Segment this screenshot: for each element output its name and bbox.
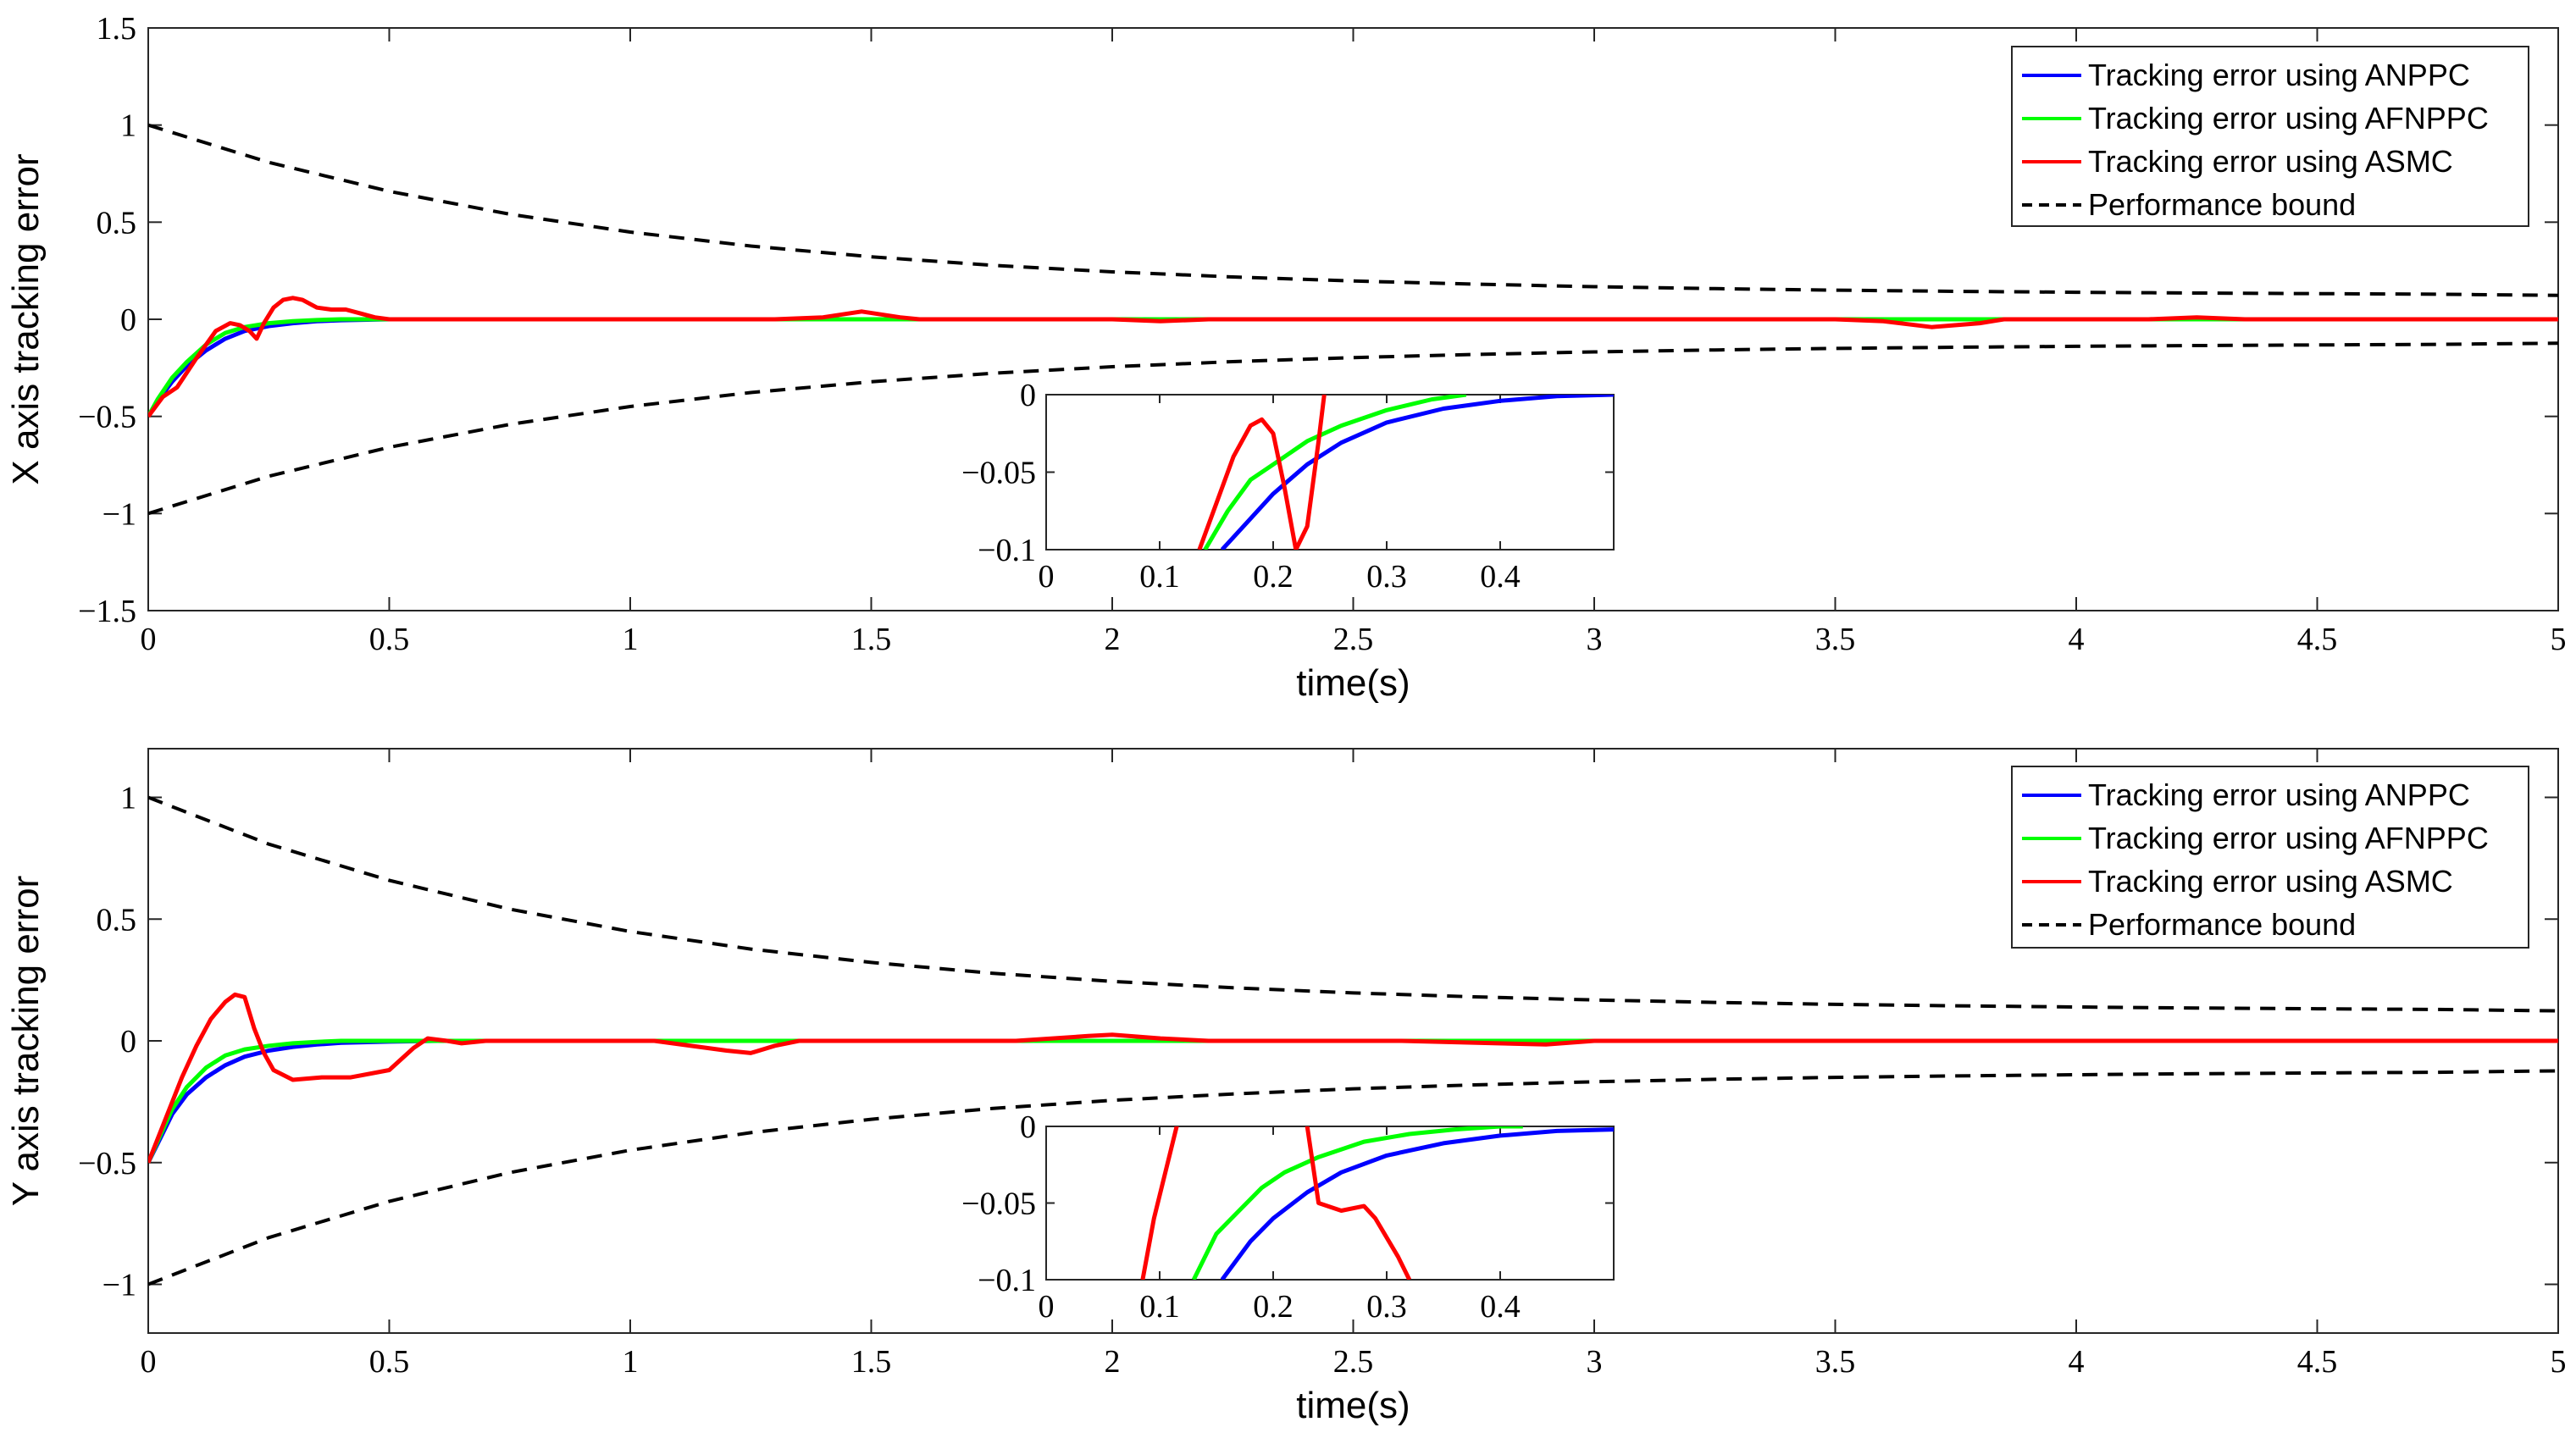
x-tick-label: 4.5: [2297, 622, 2338, 657]
inset-x-tick-label: 0.4: [1480, 559, 1521, 595]
x-tick-label: 1.5: [851, 1344, 892, 1380]
inset-series-line-anppc: [1220, 395, 1614, 550]
inset-plot-area: [1045, 1126, 1615, 1281]
legend-box: [2011, 766, 2529, 949]
legend-box: [2011, 46, 2529, 227]
y-tick-label: 1: [120, 108, 136, 144]
legend-label: Performance bound: [2088, 907, 2356, 942]
x-tick-label: 2.5: [1333, 622, 1374, 657]
inset-zoom: 0 0.1 0.2 0.3 0.4 −0.1 −0.05 0: [961, 1109, 1615, 1325]
y-tick-label: 0.5: [97, 902, 137, 938]
x-tick-label: 1: [623, 1344, 639, 1380]
x-axis-error-panel: 0 0.5 1 1.5 2 2.5 3 3.5 4 4.5 5 −1.5 −1 −0.5 0 0.5 1 1.5 t…: [5, 11, 2567, 704]
x-tick-label: 4: [2069, 1344, 2085, 1380]
y-tick-label: −1.5: [78, 594, 136, 629]
inset-x-tick-label: 0.2: [1253, 1289, 1294, 1325]
inset-zoom: 0 0.1 0.2 0.3 0.4 −0.1 −0.05 0: [961, 378, 1615, 595]
x-tick-label: 1.5: [851, 622, 892, 657]
x-tick-label: 0: [141, 1344, 157, 1380]
inset-y-tick-label: 0: [1020, 378, 1036, 413]
y-tick-label: 0: [120, 1024, 136, 1059]
series-line-tracking-error-using-asmc: [148, 992, 2558, 1164]
inset-series-line-afnppc: [1203, 395, 1467, 550]
inset-x-tick-label: 0.1: [1139, 1289, 1180, 1325]
inset-series-group: [1140, 1126, 1614, 1280]
x-tick-label: 0.5: [369, 622, 410, 657]
y-tick-label: −0.5: [78, 1146, 136, 1181]
inset-series-line-anppc: [1220, 1127, 1614, 1280]
series-line-lower-bound: [148, 341, 2558, 516]
x-tick-label: 5: [2551, 622, 2567, 657]
x-tick-label: 3.5: [1815, 1344, 1856, 1380]
series-line-tracking-error-using-asmc: [148, 296, 2558, 418]
series-line-performance-bound: [148, 123, 2558, 297]
inset-series-line-asmc: [1140, 1126, 1412, 1280]
inset-series-line-asmc: [1197, 395, 1327, 550]
y-tick-label: 0.5: [97, 205, 137, 241]
y-tick-label: 0: [120, 302, 136, 338]
series-line-lower-bound: [148, 1069, 2558, 1286]
x-tick-label: 4: [2069, 622, 2085, 657]
x-tick-label: 3.5: [1815, 622, 1856, 657]
series-group: [148, 123, 2558, 516]
inset-x-tick-label: 0: [1039, 559, 1055, 595]
legend-label: Tracking error using ASMC: [2088, 144, 2453, 179]
x-tick-label: 0: [141, 622, 157, 657]
legend: Tracking error using ANPPC Tracking error…: [2011, 46, 2529, 227]
inset-x-tick-label: 0.3: [1366, 559, 1407, 595]
x-tick-label: 3: [1587, 1344, 1603, 1380]
y-axis-error-panel: 0 0.5 1 1.5 2 2.5 3 3.5 4 4.5 5 −1 −0.5 0 0.5 1 time(s) Y…: [5, 748, 2567, 1426]
y-tick-label: 1.5: [97, 11, 137, 47]
series-group: [148, 795, 2558, 1286]
inset-series-line-afnppc: [1191, 1126, 1523, 1280]
x-tick-label: 2.5: [1333, 1344, 1374, 1380]
legend: Tracking error using ANPPC Tracking error…: [2011, 766, 2529, 949]
y-axis-label: Y axis tracking error: [5, 876, 47, 1206]
inset-y-tick-label: 0: [1020, 1109, 1036, 1145]
x-tick-label: 2: [1105, 622, 1121, 657]
legend-label: Tracking error using ASMC: [2088, 864, 2453, 899]
inset-series-group: [1197, 395, 1614, 550]
legend-label: Tracking error using ANPPC: [2088, 58, 2470, 92]
inset-y-tick-label: −0.05: [961, 456, 1036, 491]
y-tick-label: −1: [102, 1268, 136, 1303]
y-tick-label: 1: [120, 781, 136, 816]
inset-x-tick-label: 0: [1039, 1289, 1055, 1325]
x-axis-label: time(s): [1296, 1385, 1410, 1426]
x-tick-label: 0.5: [369, 1344, 410, 1380]
y-tick-label: −1: [102, 496, 136, 532]
inset-x-tick-label: 0.4: [1480, 1289, 1521, 1325]
y-tick-label: −0.5: [78, 400, 136, 435]
x-tick-label: 4.5: [2297, 1344, 2338, 1380]
inset-x-tick-label: 0.3: [1366, 1289, 1407, 1325]
x-tick-label: 1: [623, 622, 639, 657]
inset-x-tick-label: 0.2: [1253, 559, 1294, 595]
legend-label: Tracking error using ANPPC: [2088, 777, 2470, 812]
legend-label: Performance bound: [2088, 187, 2356, 222]
legend-label: Tracking error using AFNPPC: [2088, 101, 2489, 136]
y-axis-label: X axis tracking error: [5, 153, 47, 484]
inset-plot-area: [1045, 394, 1615, 550]
series-line-performance-bound: [148, 795, 2558, 1013]
inset-x-tick-label: 0.1: [1139, 559, 1180, 595]
inset-y-tick-label: −0.05: [961, 1187, 1036, 1222]
x-axis-label: time(s): [1296, 662, 1410, 704]
legend-label: Tracking error using AFNPPC: [2088, 821, 2489, 855]
inset-y-tick-label: −0.1: [978, 533, 1036, 568]
x-tick-label: 3: [1587, 622, 1603, 657]
x-tick-label: 5: [2551, 1344, 2567, 1380]
inset-y-tick-label: −0.1: [978, 1263, 1036, 1298]
x-tick-label: 2: [1105, 1344, 1121, 1380]
